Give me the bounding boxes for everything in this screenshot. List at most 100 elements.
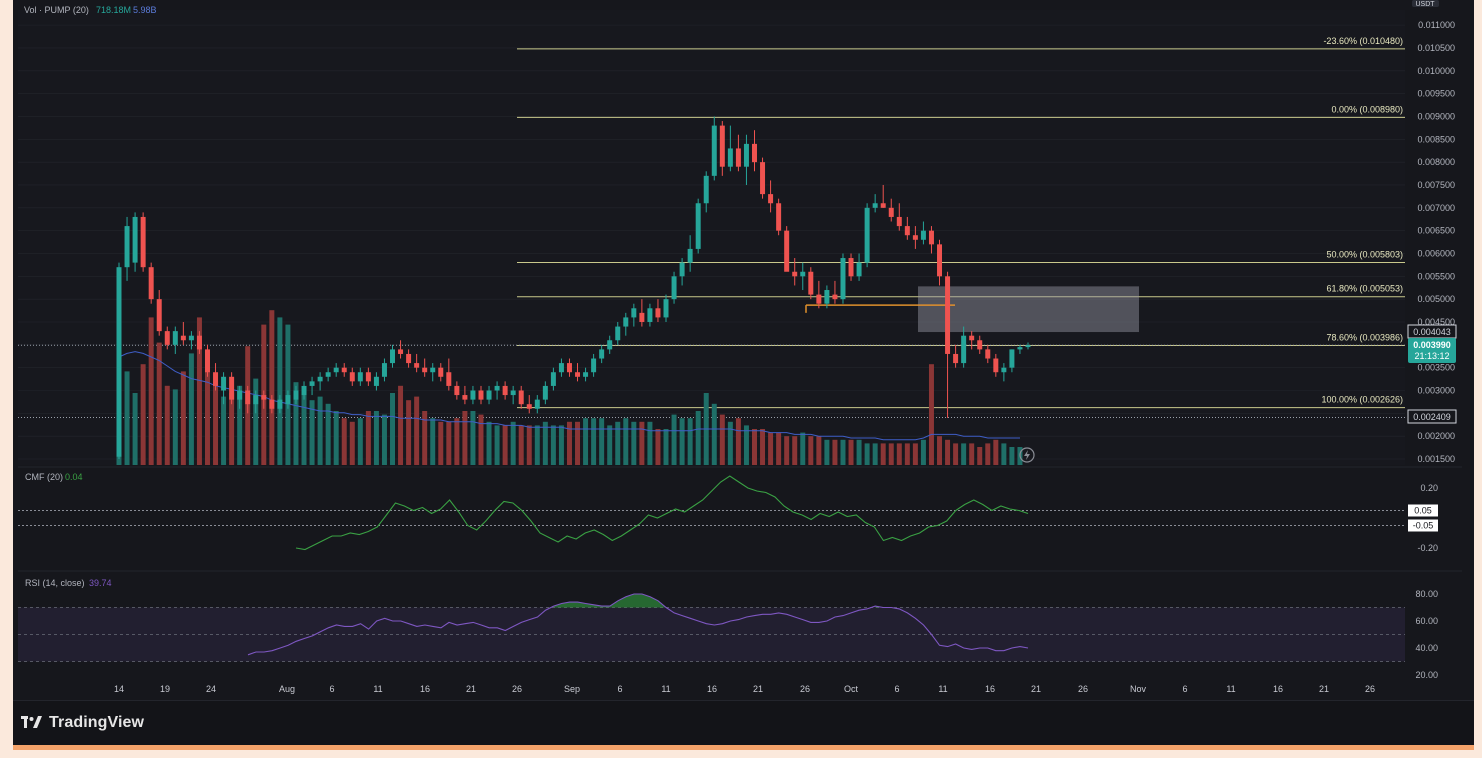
volume-bar	[309, 400, 315, 465]
volume-bar	[776, 432, 782, 465]
volume-bar	[373, 411, 379, 465]
candle	[357, 367, 363, 386]
candle	[832, 280, 838, 304]
volume-bar	[204, 349, 210, 465]
volume-bar	[301, 389, 307, 465]
candle-body	[735, 148, 741, 167]
rsi-overbought-fill	[553, 594, 884, 608]
candle	[398, 340, 404, 359]
candle-body	[663, 299, 669, 318]
volume-bar	[719, 414, 725, 465]
volume-bar	[888, 443, 894, 465]
candle-body	[695, 203, 701, 249]
volume-bar	[856, 439, 862, 465]
volume-bar	[124, 371, 130, 465]
volume-bar	[566, 421, 572, 465]
candle	[213, 363, 219, 391]
candle	[1025, 342, 1031, 350]
candle	[800, 262, 806, 291]
price-tick-label: 0.002000	[1417, 431, 1455, 441]
fib-level-label: 100.00% (0.002626)	[1321, 395, 1403, 405]
tradingview-brand[interactable]: TradingView	[21, 713, 144, 733]
candle-body	[317, 376, 323, 382]
candle-body	[462, 395, 468, 400]
volume-bar	[864, 443, 870, 465]
bottom-strip	[13, 744, 1474, 750]
candle	[156, 290, 162, 336]
volume-bar	[357, 418, 363, 465]
candle	[904, 216, 910, 240]
candle-body	[687, 248, 693, 263]
candle	[502, 381, 508, 400]
volume-bar	[494, 425, 500, 465]
candle-body	[631, 308, 637, 318]
volume-bar	[213, 382, 219, 465]
candle	[985, 344, 991, 364]
cmf-line	[295, 475, 1029, 551]
candle	[414, 353, 420, 373]
candle	[607, 335, 613, 354]
candle	[140, 212, 146, 272]
cmf-tick-box	[1408, 504, 1438, 517]
candle-body	[502, 385, 508, 396]
price-tick-label: 0.005500	[1417, 271, 1455, 281]
candle-body	[832, 294, 838, 300]
candle	[237, 385, 243, 409]
candle-body	[824, 290, 830, 304]
volume-bar	[1001, 443, 1007, 465]
candle	[494, 381, 500, 400]
price-tick-label: 0.006000	[1417, 248, 1455, 258]
candle-body	[864, 207, 870, 263]
volume-bar	[317, 396, 323, 465]
candle	[824, 285, 830, 309]
candle	[454, 381, 460, 400]
volume-value: 718.18M	[96, 5, 131, 15]
time-tick-label: 21	[466, 684, 476, 694]
candle-body	[558, 363, 564, 373]
volume-bar	[365, 411, 371, 465]
volume-bar	[1009, 447, 1015, 465]
candle-body	[1009, 349, 1015, 368]
candle	[880, 184, 886, 208]
candle-body	[357, 372, 363, 382]
candle	[180, 321, 186, 345]
lightning-icon[interactable]	[1019, 447, 1035, 463]
time-tick-label: 21	[753, 684, 763, 694]
volume-bar	[663, 429, 669, 465]
price-tick-label: 0.009500	[1417, 89, 1455, 99]
candle	[116, 262, 122, 459]
volume-bar	[599, 418, 605, 465]
supply-zone-box[interactable]	[918, 286, 1139, 333]
volume-ma-value: 5.98B	[133, 5, 157, 15]
candle-body	[607, 340, 613, 350]
candle-body	[510, 390, 516, 396]
candle-body	[1025, 345, 1031, 348]
volume-bar	[920, 439, 926, 465]
volume-bar	[558, 425, 564, 465]
candle	[1017, 344, 1023, 354]
candle-body	[454, 385, 460, 396]
volume-bar	[969, 443, 975, 465]
footer: TradingView	[13, 700, 1474, 745]
time-tick-label: 11	[661, 684, 670, 694]
rsi-line	[247, 593, 1029, 656]
candle	[317, 372, 323, 391]
candle-body	[470, 390, 476, 400]
time-tick-label: 16	[985, 684, 995, 694]
candle	[486, 385, 492, 405]
candle-body	[301, 385, 307, 396]
candle-body	[880, 203, 886, 208]
candle	[261, 390, 267, 409]
candle	[381, 358, 387, 382]
candle	[864, 203, 870, 268]
rsi-tick-label: 80.00	[1415, 589, 1438, 599]
volume-bar	[333, 411, 339, 465]
candle	[1009, 349, 1015, 373]
candle-body	[526, 404, 532, 409]
volume-bar	[711, 403, 717, 465]
time-tick-label: 11	[1226, 684, 1235, 694]
price-tick-label: 0.006500	[1417, 226, 1455, 236]
volume-bar	[695, 411, 701, 465]
time-tick-label: Oct	[844, 684, 859, 694]
